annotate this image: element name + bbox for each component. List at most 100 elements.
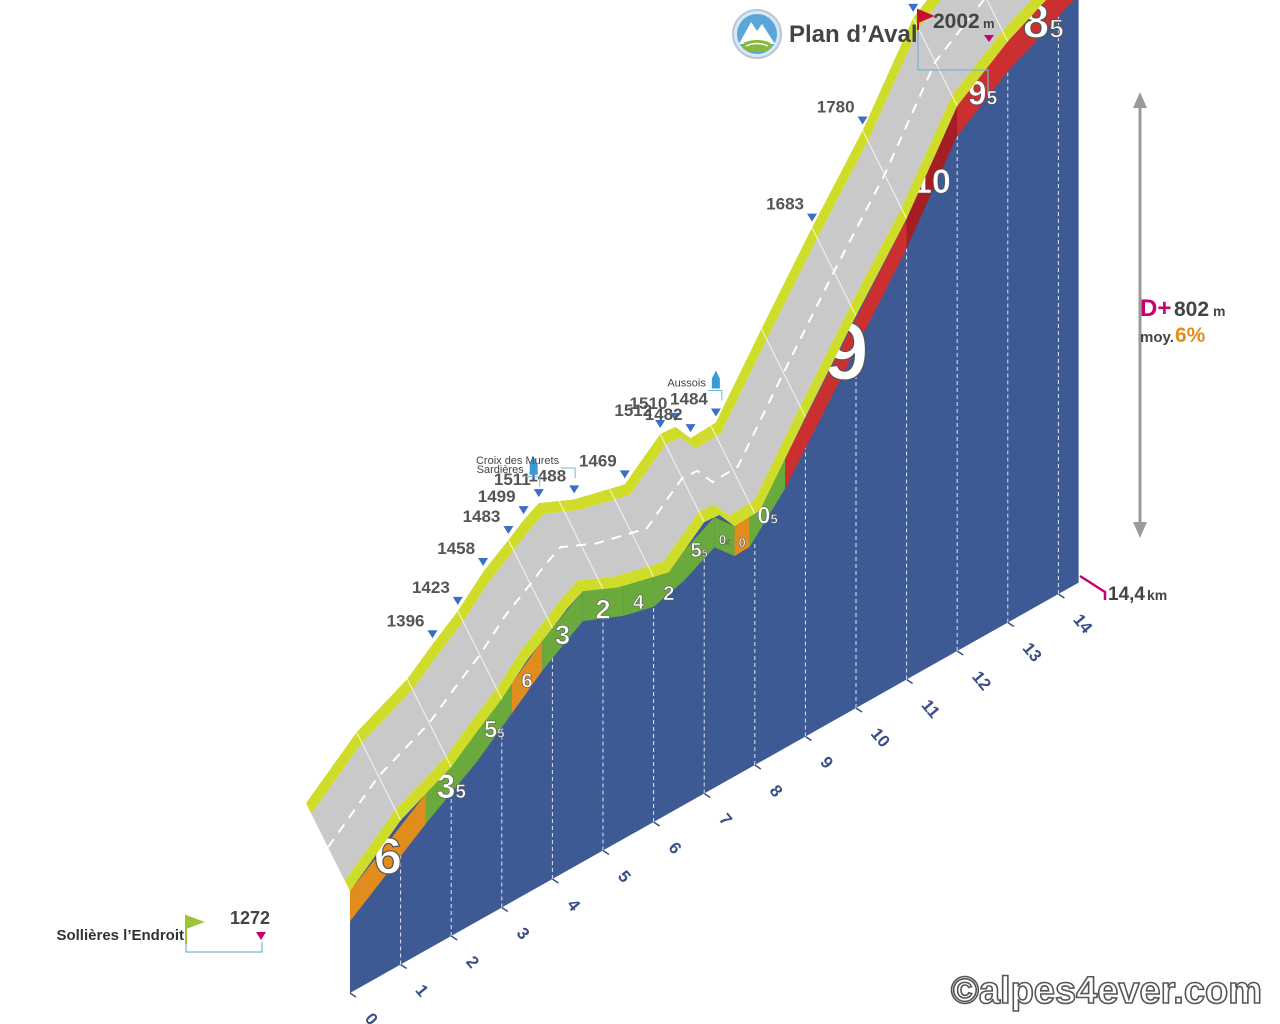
summit-altitude: 2002 [933, 10, 980, 33]
altitude-marker-icon [503, 526, 514, 535]
km-tick-label: 8 [766, 781, 787, 800]
distance-leader-line [1079, 574, 1107, 600]
km-tick [703, 792, 711, 799]
gradient-segment [1007, 0, 1074, 72]
finish-flag-icon [917, 8, 935, 30]
km-tick-label: 3 [513, 924, 534, 943]
km-tick [602, 849, 610, 856]
start-marker-icon [256, 932, 266, 940]
altitude-marker-icon [857, 116, 868, 125]
altitude-marker-icon [670, 412, 681, 421]
gradient-segment [714, 517, 735, 557]
avg-label: moy. [1140, 329, 1174, 346]
gradient-segment [425, 732, 477, 824]
stats-panel: D+ 802 m moy. 6% 14,4 km [1079, 92, 1225, 605]
place-leader-line [707, 389, 723, 401]
road-km-divider [760, 328, 806, 418]
altitude-marker-icon [655, 420, 666, 429]
km-tick [956, 650, 964, 656]
place-leader-line [525, 476, 541, 487]
km-tick-label: 0 [361, 1009, 382, 1024]
altitude-marker-icon [685, 424, 696, 433]
km-tick [804, 735, 812, 742]
altitude-label: 1511 [494, 470, 531, 489]
mountain-logo-icon [732, 9, 782, 59]
km-tick-label: 4 [563, 895, 584, 915]
place-label: Sardières [477, 464, 525, 476]
km-tick-label: 1 [412, 981, 433, 1000]
summit-name: Plan d’Aval [789, 21, 917, 48]
gradient-label: 0 [739, 535, 746, 550]
km-tick [400, 963, 408, 970]
gradient-segment [542, 591, 583, 671]
arrow-up-icon [1133, 92, 1147, 108]
start-altitude: 1272 [230, 908, 270, 928]
watermark: ©alpes4ever.com [951, 970, 1262, 1012]
road-km-divider [507, 539, 553, 629]
gradient-label: 2 [595, 593, 610, 624]
distance-unit: km [1147, 587, 1167, 603]
place-leader-line [561, 467, 576, 478]
altitude-label: 1488 [528, 466, 566, 485]
road-km-divider [811, 227, 857, 316]
summit-header: Plan d’Aval 2002 m [732, 8, 995, 95]
gradient-segment [350, 793, 426, 922]
gain-value: 802 [1174, 298, 1209, 321]
altitude-label: 1512 [614, 401, 652, 420]
altitude-label: 1423 [412, 578, 450, 597]
km-tick-label: 5 [614, 867, 635, 886]
km-tick-label: 11 [918, 696, 944, 722]
gradient-label: 3 [555, 619, 570, 650]
gradient-segment [683, 517, 715, 581]
start-name: Sollières l’Endroit [56, 927, 184, 944]
church-icon [529, 456, 538, 475]
road-km-divider [710, 425, 756, 514]
km-tick [501, 906, 509, 913]
place-label: Aussois [667, 377, 706, 389]
altitude-label: 1482 [645, 405, 683, 424]
km-tick-label: 9 [816, 753, 837, 772]
altitude-marker-icon [619, 470, 630, 479]
place-label: Croix des Murets [476, 455, 560, 467]
start-header: Sollières l’Endroit 1272 [56, 908, 270, 953]
km-tick [450, 935, 458, 941]
km-tick [906, 678, 914, 685]
altitude-label: 1396 [387, 611, 425, 630]
gradient-segment [476, 683, 512, 763]
gradient-label: 6 [521, 671, 532, 693]
km-tick-label: 12 [968, 667, 995, 694]
gradient-segment [623, 576, 654, 616]
gain-label: D+ [1140, 295, 1171, 322]
gradient-segment [785, 218, 907, 489]
gradient-segment [653, 550, 684, 607]
gradient-segment [749, 458, 786, 547]
km-tick [754, 764, 762, 770]
summit-marker-icon [984, 35, 994, 42]
summit-leader-line [917, 30, 989, 95]
km-tick [349, 992, 357, 998]
road-km-divider [558, 500, 604, 590]
km-tick [551, 878, 559, 884]
gradient-segment [906, 105, 958, 249]
gradient-segment [582, 585, 624, 622]
gradient-segment [511, 640, 543, 714]
altitude-marker-icon [908, 3, 919, 12]
km-tick-label: 14 [1069, 610, 1096, 637]
altitude-marker-icon [518, 506, 529, 515]
altitude-label: 1683 [766, 195, 804, 214]
altitude-marker-icon [807, 213, 817, 222]
road-km-divider [356, 732, 402, 821]
road-surface [306, 0, 1047, 892]
gain-unit: m [1213, 303, 1225, 319]
arrow-down-icon [1133, 522, 1147, 538]
altitude-marker-icon [710, 408, 721, 417]
km-tick [1007, 621, 1015, 628]
gradient-label: 4 [633, 592, 645, 614]
km-tick [653, 821, 661, 827]
road-surface-grey [311, 0, 1031, 881]
km-tick-label: 7 [715, 810, 736, 829]
altitude-label: 1499 [478, 487, 516, 506]
gradient-label: 35 [436, 768, 466, 806]
